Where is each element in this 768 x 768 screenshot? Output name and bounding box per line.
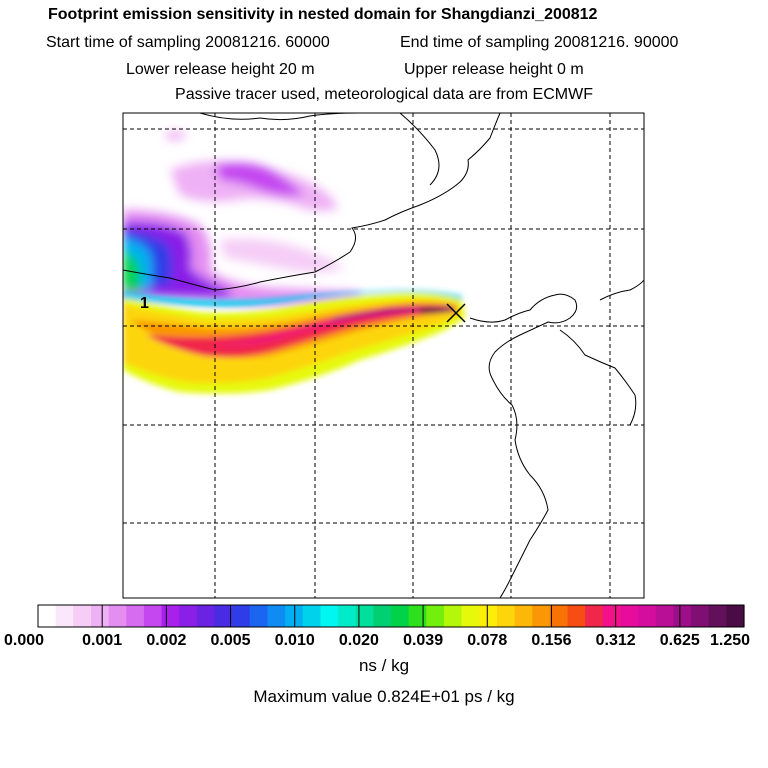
colorbar-cell <box>232 605 251 627</box>
colorbar-cell <box>602 605 622 627</box>
colorbar-cell <box>726 605 745 627</box>
colorbar-cell <box>391 605 410 627</box>
upper-release-height-label: Upper release height 0 m <box>404 61 584 78</box>
colorbar-tick-label: 0.625 <box>660 632 700 649</box>
colorbar-cell <box>338 605 357 627</box>
colorbar-cell <box>638 605 657 627</box>
release-site-marker <box>446 303 466 323</box>
colorbar-cell <box>585 605 604 627</box>
colorbar-cell <box>673 605 692 627</box>
page-title: Footprint emission sensitivity in nested… <box>48 6 598 23</box>
colorbar-cell <box>620 605 639 627</box>
map-frame <box>122 112 645 599</box>
colorbar-tick-label: 0.001 <box>82 632 122 649</box>
colorbar-tick-label: 0.002 <box>146 632 186 649</box>
colorbar-cell <box>549 605 569 627</box>
colorbar-tick-label: 0.312 <box>596 632 636 649</box>
colorbar-cell <box>443 605 463 627</box>
colorbar-cell <box>708 605 727 627</box>
colorbar-cell <box>302 605 321 627</box>
colorbar-cell <box>479 605 498 627</box>
colorbar-cell <box>126 605 145 627</box>
colorbar-tick-label: 0.039 <box>403 632 443 649</box>
colorbar-cell <box>691 605 710 627</box>
plume-layer <box>123 113 644 598</box>
colorbar-cell <box>373 605 392 627</box>
colorbar-cell <box>461 605 480 627</box>
colorbar-cell <box>285 605 304 627</box>
colorbar-cell <box>214 605 233 627</box>
colorbar-cell <box>567 605 586 627</box>
colorbar-tick-label: 0.000 <box>4 632 44 649</box>
colorbar-cell <box>196 605 216 627</box>
colorbar-cell <box>179 605 198 627</box>
colorbar-cell <box>108 605 127 627</box>
colorbar-cell <box>38 605 57 627</box>
colorbar-cell <box>267 605 286 627</box>
sampling-end-label: End time of sampling 20081216. 90000 <box>400 34 679 51</box>
colorbar-cell <box>249 605 269 627</box>
colorbar-cell <box>355 605 374 627</box>
colorbar-cell <box>426 605 445 627</box>
colorbar-tick-label: 0.005 <box>211 632 251 649</box>
colorbar-cell <box>408 605 427 627</box>
colorbar-tick-label: 0.020 <box>339 632 379 649</box>
colorbar-tick-label: 1.250 <box>710 632 750 649</box>
colorbar-cell <box>655 605 674 627</box>
colorbar-cell <box>320 605 339 627</box>
colorbar-cell <box>161 605 180 627</box>
sampling-start-label: Start time of sampling 20081216. 60000 <box>46 34 330 51</box>
colorbar-cell <box>532 605 551 627</box>
colorbar-cell <box>496 605 516 627</box>
release-number-label: 1 <box>140 295 149 312</box>
colorbar-cell <box>514 605 533 627</box>
colorbar-cell <box>73 605 92 627</box>
tracer-info-label: Passive tracer used, meteorological data… <box>175 86 593 103</box>
colorbar-cell <box>90 605 110 627</box>
colorbar-tick-label: 0.010 <box>275 632 315 649</box>
colorbar-cell <box>143 605 163 627</box>
colorbar-cell <box>55 605 74 627</box>
max-value-label: Maximum value 0.824E+01 ps / kg <box>253 687 515 706</box>
colorbar-tick-label: 0.078 <box>467 632 507 649</box>
colorbar-tick-label: 0.156 <box>531 632 571 649</box>
map-grid <box>123 113 644 598</box>
lower-release-height-label: Lower release height 20 m <box>126 61 315 78</box>
colorbar-units-label: ns / kg <box>358 656 410 675</box>
